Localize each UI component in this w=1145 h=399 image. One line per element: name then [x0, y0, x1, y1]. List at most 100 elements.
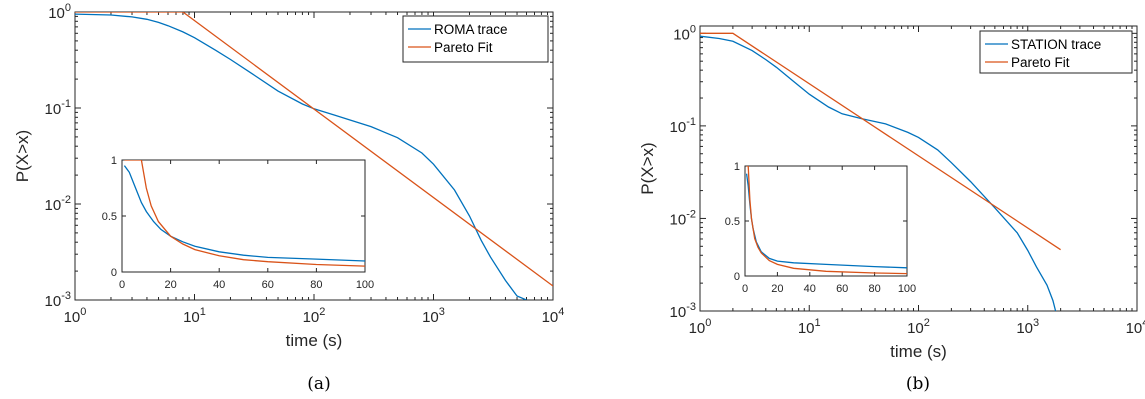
y-tick-label-base: 10 [48, 5, 65, 22]
x-tick-label: 101 [183, 306, 206, 326]
inset-frame [121, 159, 366, 273]
inset-x-tick-label: 20 [164, 279, 176, 291]
x-tick-label-exponent: 1 [200, 306, 206, 318]
x-tick-label: 100 [689, 317, 712, 337]
x-tick-label-base: 10 [64, 309, 81, 326]
y-tick-label-base: 10 [673, 26, 690, 43]
inset-x-tick-label: 60 [262, 279, 274, 291]
inset-y-tick-label: 0.5 [102, 211, 117, 223]
legend-label: ROMA trace [434, 22, 508, 37]
x-tick-label-exponent: 0 [80, 306, 86, 318]
x-axis-label: time (s) [286, 331, 343, 350]
legend-box [979, 30, 1133, 74]
x-tick-label-base: 10 [1016, 320, 1033, 337]
inset-chart: 0 20 40 60 80 100 0 0.5 1 [102, 155, 374, 291]
inset-y-tick-label: 0 [111, 267, 117, 279]
series-group [75, 12, 553, 300]
x-tick-label-base: 10 [183, 309, 200, 326]
y-tick-label: 10-1 [45, 98, 71, 118]
x-tick-label-base: 10 [798, 320, 815, 337]
inset-pareto-fit-line [124, 160, 365, 267]
y-tick-label-base: 10 [45, 293, 62, 310]
legend-label: STATION trace [1011, 37, 1101, 52]
x-tick-label-exponent: 4 [1142, 317, 1145, 329]
y-tick-label-base: 10 [45, 197, 62, 214]
y-tick-label: 10-3 [45, 290, 71, 310]
inset-pareto-fit-line [746, 166, 907, 275]
x-tick-label: 102 [907, 317, 930, 337]
inset-x-tick-label: 80 [868, 283, 880, 295]
y-tick-label: 10-3 [670, 301, 696, 321]
x-tick-label: 102 [303, 306, 326, 326]
x-tick-label-exponent: 2 [924, 317, 930, 329]
inset-series-group [745, 166, 907, 275]
inset-series-group [123, 160, 365, 267]
y-tick-label-base: 10 [670, 304, 687, 321]
x-tick-label-exponent: 3 [439, 306, 445, 318]
pareto-fit-line [75, 12, 553, 287]
x-tick-label: 103 [422, 306, 445, 326]
y-tick-label-base: 10 [670, 119, 687, 136]
y-tick-label-base: 10 [45, 101, 62, 118]
x-tick-label-exponent: 2 [319, 306, 325, 318]
trace-series-line [700, 35, 1057, 311]
y-tick-label-exponent: 0 [65, 2, 71, 14]
inset-x-tick-label: 60 [836, 283, 848, 295]
x-tick-label: 104 [1126, 317, 1145, 337]
figure-caption: (b) [906, 374, 930, 394]
x-tick-label: 103 [1016, 317, 1039, 337]
y-tick-label: 10-2 [45, 194, 71, 214]
y-tick-label-base: 10 [670, 211, 687, 228]
inset-x-tick-label: 80 [310, 279, 322, 291]
y-tick-label-exponent: 0 [690, 23, 696, 35]
legend-box [402, 15, 549, 63]
inset-y-tick-label: 1 [111, 155, 117, 167]
x-tick-label: 100 [64, 306, 87, 326]
x-tick-label-base: 10 [1126, 320, 1143, 337]
x-tick-label: 101 [798, 317, 821, 337]
inset-x-tick-label: 100 [898, 283, 916, 295]
inset-frame [744, 165, 908, 277]
y-axis-label: P(X>x) [638, 142, 657, 194]
x-tick-label-base: 10 [689, 320, 706, 337]
legend-label: Pareto Fit [434, 40, 493, 55]
legend-label: Pareto Fit [1011, 55, 1070, 70]
x-tick-label-exponent: 0 [705, 317, 711, 329]
x-tick-label-exponent: 4 [558, 306, 564, 318]
x-tick-label-base: 10 [542, 309, 559, 326]
x-tick-label: 104 [542, 306, 565, 326]
inset-x-tick-label: 0 [119, 279, 125, 291]
y-tick-label-exponent: -3 [686, 301, 696, 313]
pareto-fit-line [700, 32, 1061, 251]
inset-y-tick-label: 0.5 [725, 216, 740, 228]
x-tick-label-exponent: 1 [815, 317, 821, 329]
y-tick-label: 100 [673, 23, 696, 43]
inset-chart: 0 20 40 60 80 100 0 0.5 1 [725, 161, 916, 295]
y-tick-label-exponent: -2 [686, 208, 696, 220]
inset-x-tick-label: 20 [771, 283, 783, 295]
series-group [700, 32, 1061, 311]
y-tick-label-exponent: -3 [61, 290, 71, 302]
x-axis-label: time (s) [890, 342, 947, 361]
inset-y-tick-label: 0 [734, 271, 740, 283]
x-tick-label-base: 10 [422, 309, 439, 326]
x-tick-label-exponent: 3 [1033, 317, 1039, 329]
y-tick-label: 10-1 [670, 116, 696, 136]
figure-caption: (a) [307, 374, 330, 394]
y-tick-label-exponent: -1 [61, 98, 71, 110]
x-tick-label-base: 10 [303, 309, 320, 326]
y-axis-label: P(X>x) [13, 130, 32, 182]
legend: ROMA trace Pareto Fit [402, 15, 549, 63]
inset-x-tick-label: 40 [804, 283, 816, 295]
y-tick-label-exponent: -2 [61, 194, 71, 206]
inset-y-tick-label: 1 [734, 161, 740, 173]
y-tick-label-exponent: -1 [686, 116, 696, 128]
inset-x-tick-label: 100 [356, 279, 374, 291]
x-tick-label-base: 10 [907, 320, 924, 337]
y-tick-label: 100 [48, 2, 71, 22]
inset-x-tick-label: 40 [213, 279, 225, 291]
inset-x-tick-label: 0 [742, 283, 748, 295]
